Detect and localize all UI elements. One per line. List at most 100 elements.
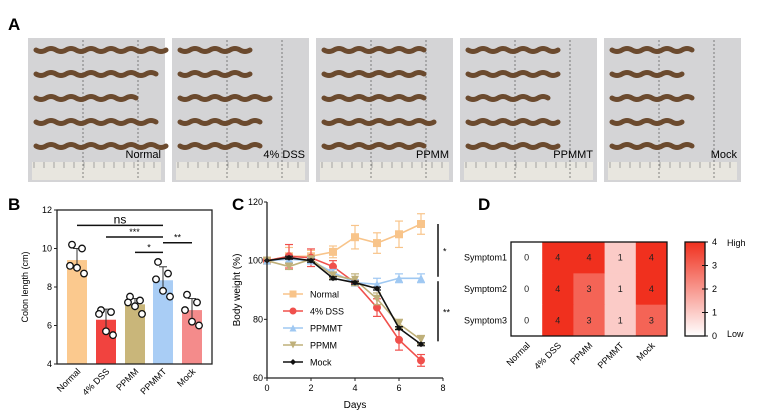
column-label: Mock [635, 340, 658, 363]
x-tick-label: 6 [396, 383, 401, 393]
series-line [266, 256, 422, 345]
marker-diamond [352, 279, 358, 286]
x-axis-label: Days [344, 400, 367, 411]
x-tick-label: 4% DSS [80, 366, 111, 397]
heatmap-cell [511, 273, 543, 306]
cell-value: 1 [618, 284, 623, 294]
heatmap-cell [542, 242, 574, 274]
data-point [124, 298, 132, 307]
data-point [188, 317, 196, 326]
row-label: Symptom1 [464, 253, 507, 263]
x-tick-label: 2 [308, 383, 313, 393]
panel-label-a: A [8, 15, 20, 34]
column-label: Normal [504, 340, 532, 368]
heatmap-cell [635, 273, 668, 306]
panel-label-b: B [8, 195, 20, 214]
panel-label-d: D [478, 195, 490, 214]
cell-value: 1 [618, 315, 623, 325]
colorbar-low-label: Low [727, 329, 744, 339]
photo-1 [172, 38, 309, 182]
marker-diamond [396, 325, 402, 332]
photo-label: Mock [711, 149, 738, 161]
data-point [166, 292, 174, 301]
row-label: Symptom3 [464, 315, 507, 325]
marker-triangle-up [395, 274, 403, 283]
marker-triangle-down [289, 341, 297, 349]
marker-circle [289, 307, 297, 315]
data-point [78, 244, 86, 253]
series-ppmm [263, 255, 425, 345]
marker-triangle-up [289, 324, 297, 332]
legend-label: PPMM [310, 341, 337, 351]
data-point [152, 275, 160, 284]
colon-sample [609, 46, 695, 54]
significance-label: ns [114, 212, 127, 226]
marker-square [417, 220, 425, 228]
ruler [464, 162, 593, 180]
colon-sample [609, 94, 695, 102]
photo-0 [28, 38, 165, 182]
photo-4 [604, 38, 741, 182]
marker-square [329, 247, 337, 256]
cell-value: 3 [649, 315, 654, 325]
series-mock [264, 254, 425, 348]
heatmap-cell [511, 304, 543, 337]
photo-label: Normal [126, 149, 161, 161]
bar-0 [67, 260, 87, 364]
marker-triangle-up [417, 274, 425, 283]
colon-sample [177, 70, 253, 78]
colon-sample [609, 70, 685, 78]
x-tick-label: Normal [55, 366, 83, 394]
significance-label: * [443, 246, 447, 256]
y-tick-label: 4 [47, 359, 52, 369]
x-tick-label: PPMM [114, 366, 140, 392]
ruler [32, 162, 161, 180]
photo-label: 4% DSS [263, 149, 305, 161]
colorbar-tick-label: 4 [712, 237, 717, 247]
colon-sample [33, 94, 139, 102]
marker-triangle-down [285, 262, 293, 271]
heatmap-cell [511, 242, 543, 274]
heatmap-cell [573, 242, 606, 274]
panel-label-c: C [232, 195, 244, 214]
photo-label: PPMM [416, 149, 449, 161]
colon-sample [321, 142, 427, 150]
colon-sample [177, 142, 263, 150]
bar-2 [125, 304, 145, 364]
legend-label: Mock [310, 358, 332, 368]
marker-square [351, 233, 359, 242]
cell-value: 3 [586, 315, 591, 325]
y-tick-label: 12 [42, 205, 52, 215]
marker-circle [417, 356, 425, 365]
data-point [73, 263, 81, 272]
series-ppmmt [263, 255, 425, 291]
ruler [176, 162, 305, 180]
colon-sample [321, 46, 427, 54]
colon-sample [465, 70, 561, 78]
cell-value: 4 [555, 284, 560, 294]
colorbar-tick-label: 2 [712, 284, 717, 294]
y-tick-label: 80 [253, 314, 263, 324]
colon-sample [33, 118, 159, 126]
marker-diamond [418, 341, 424, 348]
photo-3 [460, 38, 597, 182]
data-point [109, 331, 117, 340]
marker-square [289, 290, 297, 298]
y-tick-label: 10 [42, 244, 52, 254]
colon-sample [321, 118, 437, 126]
marker-diamond [308, 257, 314, 264]
heatmap-cell [604, 273, 637, 306]
x-tick-label: Mock [175, 366, 198, 389]
heatmap-cell [604, 242, 637, 274]
colon-sample [177, 118, 263, 126]
marker-triangle-down [417, 335, 425, 344]
cell-value: 4 [649, 284, 654, 294]
significance-label: ** [174, 233, 182, 243]
colon-sample [177, 46, 253, 54]
marker-diamond [290, 359, 296, 365]
data-point [138, 310, 146, 318]
colorbar-tick-label: 0 [712, 331, 717, 341]
marker-triangle-down [373, 294, 381, 303]
